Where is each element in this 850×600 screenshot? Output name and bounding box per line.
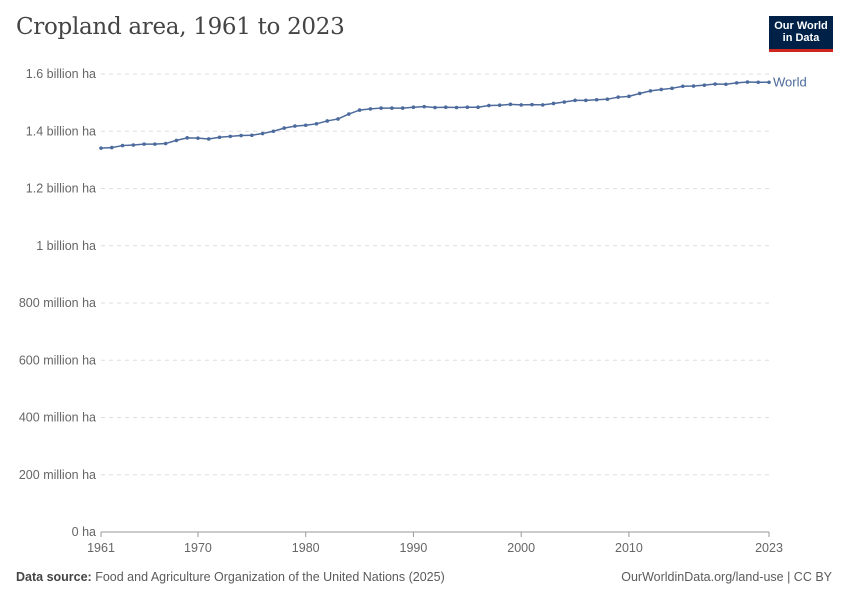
y-tick-label: 800 million ha bbox=[19, 296, 96, 310]
data-point bbox=[454, 105, 459, 110]
data-point bbox=[206, 137, 211, 141]
source-text[interactable]: Food and Agriculture Organization of the… bbox=[95, 570, 445, 584]
data-point bbox=[584, 98, 588, 103]
data-point bbox=[131, 143, 136, 147]
data-point bbox=[713, 82, 717, 86]
data-point bbox=[724, 82, 728, 87]
data-point bbox=[433, 105, 437, 110]
data-point bbox=[239, 133, 243, 138]
data-point bbox=[508, 102, 513, 107]
x-tick-label: 1990 bbox=[400, 541, 428, 555]
data-point bbox=[627, 94, 631, 99]
y-tick-label: 400 million ha bbox=[19, 411, 96, 425]
x-tick-label: 2010 bbox=[615, 541, 643, 555]
series-label: World bbox=[773, 74, 807, 89]
data-point bbox=[497, 103, 502, 108]
data-point bbox=[325, 119, 330, 123]
y-tick-label: 200 million ha bbox=[19, 468, 96, 482]
data-point bbox=[228, 134, 233, 139]
data-point bbox=[745, 80, 750, 84]
data-point bbox=[411, 105, 416, 110]
data-point bbox=[314, 122, 319, 126]
data-point bbox=[562, 100, 567, 104]
logo-line1: Our World bbox=[774, 20, 828, 32]
footer-link[interactable]: OurWorldinData.org/land-use | CC BY bbox=[621, 570, 832, 584]
line-chart: 0 ha 200 million ha 400 million ha 600 mill… bbox=[19, 67, 807, 555]
data-point bbox=[691, 84, 696, 88]
data-point bbox=[174, 138, 179, 143]
chart-title: Cropland area, 1961 to 2023 bbox=[16, 14, 345, 40]
data-point bbox=[400, 106, 405, 110]
source-label: Data source: bbox=[16, 570, 92, 584]
series-line-world bbox=[100, 81, 769, 149]
data-point bbox=[390, 106, 394, 110]
data-point bbox=[185, 136, 189, 140]
data-point bbox=[605, 97, 610, 101]
data-point bbox=[734, 81, 739, 85]
y-tick-label: 0 ha bbox=[72, 525, 96, 539]
data-point bbox=[551, 101, 556, 106]
y-tick-label: 1.6 billion ha bbox=[26, 67, 96, 81]
data-point bbox=[163, 141, 168, 146]
x-tick-label: 1961 bbox=[87, 541, 115, 555]
data-point bbox=[422, 104, 427, 109]
data-point bbox=[573, 98, 577, 103]
data-source: Data source: Food and Agriculture Organi… bbox=[16, 570, 445, 584]
data-point bbox=[260, 131, 265, 136]
data-point bbox=[303, 123, 308, 128]
data-point bbox=[293, 124, 297, 128]
data-point bbox=[659, 87, 664, 92]
data-point bbox=[476, 105, 480, 110]
data-point bbox=[196, 136, 200, 140]
data-point bbox=[767, 80, 771, 85]
data-point bbox=[616, 95, 620, 99]
data-point bbox=[443, 105, 448, 110]
data-point bbox=[217, 135, 222, 140]
data-point bbox=[530, 102, 534, 107]
data-point bbox=[637, 91, 642, 96]
data-point bbox=[271, 129, 276, 134]
owid-logo[interactable]: Our World in Data bbox=[769, 16, 833, 52]
data-point bbox=[540, 103, 545, 107]
y-tick-label: 1 billion ha bbox=[36, 239, 96, 253]
data-point bbox=[109, 145, 114, 150]
x-tick-label: 2000 bbox=[507, 541, 535, 555]
data-point bbox=[153, 142, 157, 146]
data-point bbox=[336, 117, 340, 121]
data-point bbox=[347, 112, 351, 116]
y-tick-label: 600 million ha bbox=[19, 353, 96, 367]
x-tick-label: 1980 bbox=[292, 541, 320, 555]
data-point bbox=[282, 126, 286, 130]
data-point bbox=[142, 142, 146, 146]
data-point bbox=[648, 89, 653, 93]
data-point bbox=[487, 103, 491, 108]
x-tick-label: 1970 bbox=[184, 541, 212, 555]
data-point bbox=[99, 146, 103, 150]
x-tick-label: 2023 bbox=[755, 541, 783, 555]
data-point bbox=[357, 108, 362, 112]
data-point bbox=[519, 103, 523, 107]
data-point bbox=[756, 80, 761, 85]
data-point bbox=[681, 84, 685, 89]
data-point bbox=[379, 106, 383, 110]
y-tick-label: 1.4 billion ha bbox=[26, 124, 96, 138]
data-point bbox=[594, 97, 599, 102]
data-point bbox=[670, 86, 674, 91]
data-point bbox=[702, 83, 707, 87]
y-tick-label: 1.2 billion ha bbox=[26, 182, 96, 196]
data-point bbox=[250, 133, 254, 138]
data-point bbox=[120, 143, 125, 148]
data-point bbox=[465, 105, 470, 110]
data-point bbox=[368, 107, 373, 111]
logo-line2: in Data bbox=[782, 32, 820, 44]
